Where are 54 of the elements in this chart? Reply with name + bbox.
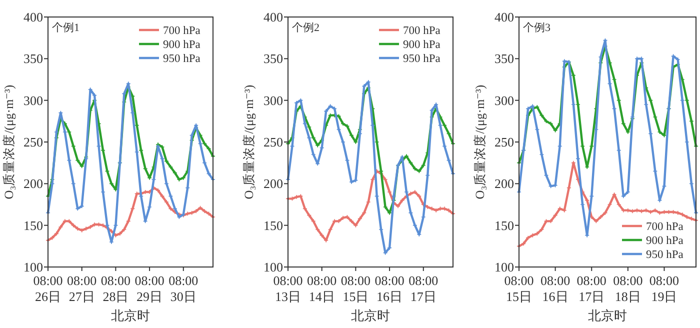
x-tick-label: 08:00 15日 [504,273,534,304]
legend-label: 900 hPa [163,39,200,51]
y-tick-label: 250 [494,134,514,150]
annotation: 个例2 [292,22,320,34]
annotation: 个例1 [52,22,80,34]
x-axis-title: 北京时 [351,308,390,323]
legend-label: 950 hPa [646,249,684,261]
legend-label: 950 hPa [403,53,440,65]
y-tick-label: 350 [24,51,43,66]
legend-label: 700 hPa [403,25,440,37]
x-tick-label: 08:00 18日 [613,273,643,304]
x-tick-label: 08:00 27日 [67,273,97,304]
y-tick-label: 100 [264,260,283,274]
y-tick-label: 100 [494,260,514,274]
y-tick-label: 150 [494,218,514,233]
x-tick-label: 08:00 14日 [307,273,337,304]
x-tick-label: 08:00 13日 [273,273,303,304]
x-tick-label: 08:00 30日 [168,273,198,304]
legend-label: 700 hPa [646,221,684,233]
x-tick-label: 08:00 26日 [33,273,63,304]
x-tick-label: 08:00 29日 [134,273,164,304]
x-tick-label: 08:00 17日 [576,273,606,304]
y-tick-label: 350 [494,51,514,66]
y-tick-label: 300 [264,92,283,108]
legend-label: 900 hPa [646,235,684,247]
y-tick-label: 300 [24,92,43,108]
y-tick-label: 200 [24,176,43,192]
x-tick-label: 08:00 17日 [408,273,438,304]
legend-label: 950 hPa [163,53,200,65]
y-tick-label: 350 [264,51,283,66]
x-tick-label: 08:00 28日 [100,273,131,304]
x-tick-label: 08:00 15日 [340,273,371,304]
x-tick-label: 08:00 16日 [374,273,404,304]
y-tick-label: 200 [494,176,514,192]
x-axis-title: 北京时 [588,308,627,323]
y-axis-title: O₃质量浓度/(μg·m⁻³) [241,84,256,200]
y-tick-label: 400 [264,10,283,24]
y-tick-label: 250 [264,134,283,150]
y-tick-label: 150 [264,218,283,233]
annotation: 个例3 [523,22,551,34]
y-axis-title: O₃质量浓度/(μg·m⁻³) [1,84,16,200]
legend-label: 900 hPa [403,39,440,51]
y-tick-label: 300 [494,92,514,108]
y-axis-title: O₃质量浓度/(μg·m⁻³) [472,84,487,200]
legend-label: 700 hPa [163,25,200,37]
y-tick-label: 150 [24,218,43,233]
y-tick-label: 400 [24,10,43,24]
y-tick-label: 200 [264,176,283,192]
x-axis-title: 北京时 [111,308,150,323]
x-tick-label: 08:00 19日 [649,273,680,304]
y-tick-label: 400 [494,10,514,24]
y-tick-label: 250 [24,134,43,150]
y-tick-label: 100 [24,260,43,274]
x-tick-label: 08:00 16日 [540,273,570,304]
